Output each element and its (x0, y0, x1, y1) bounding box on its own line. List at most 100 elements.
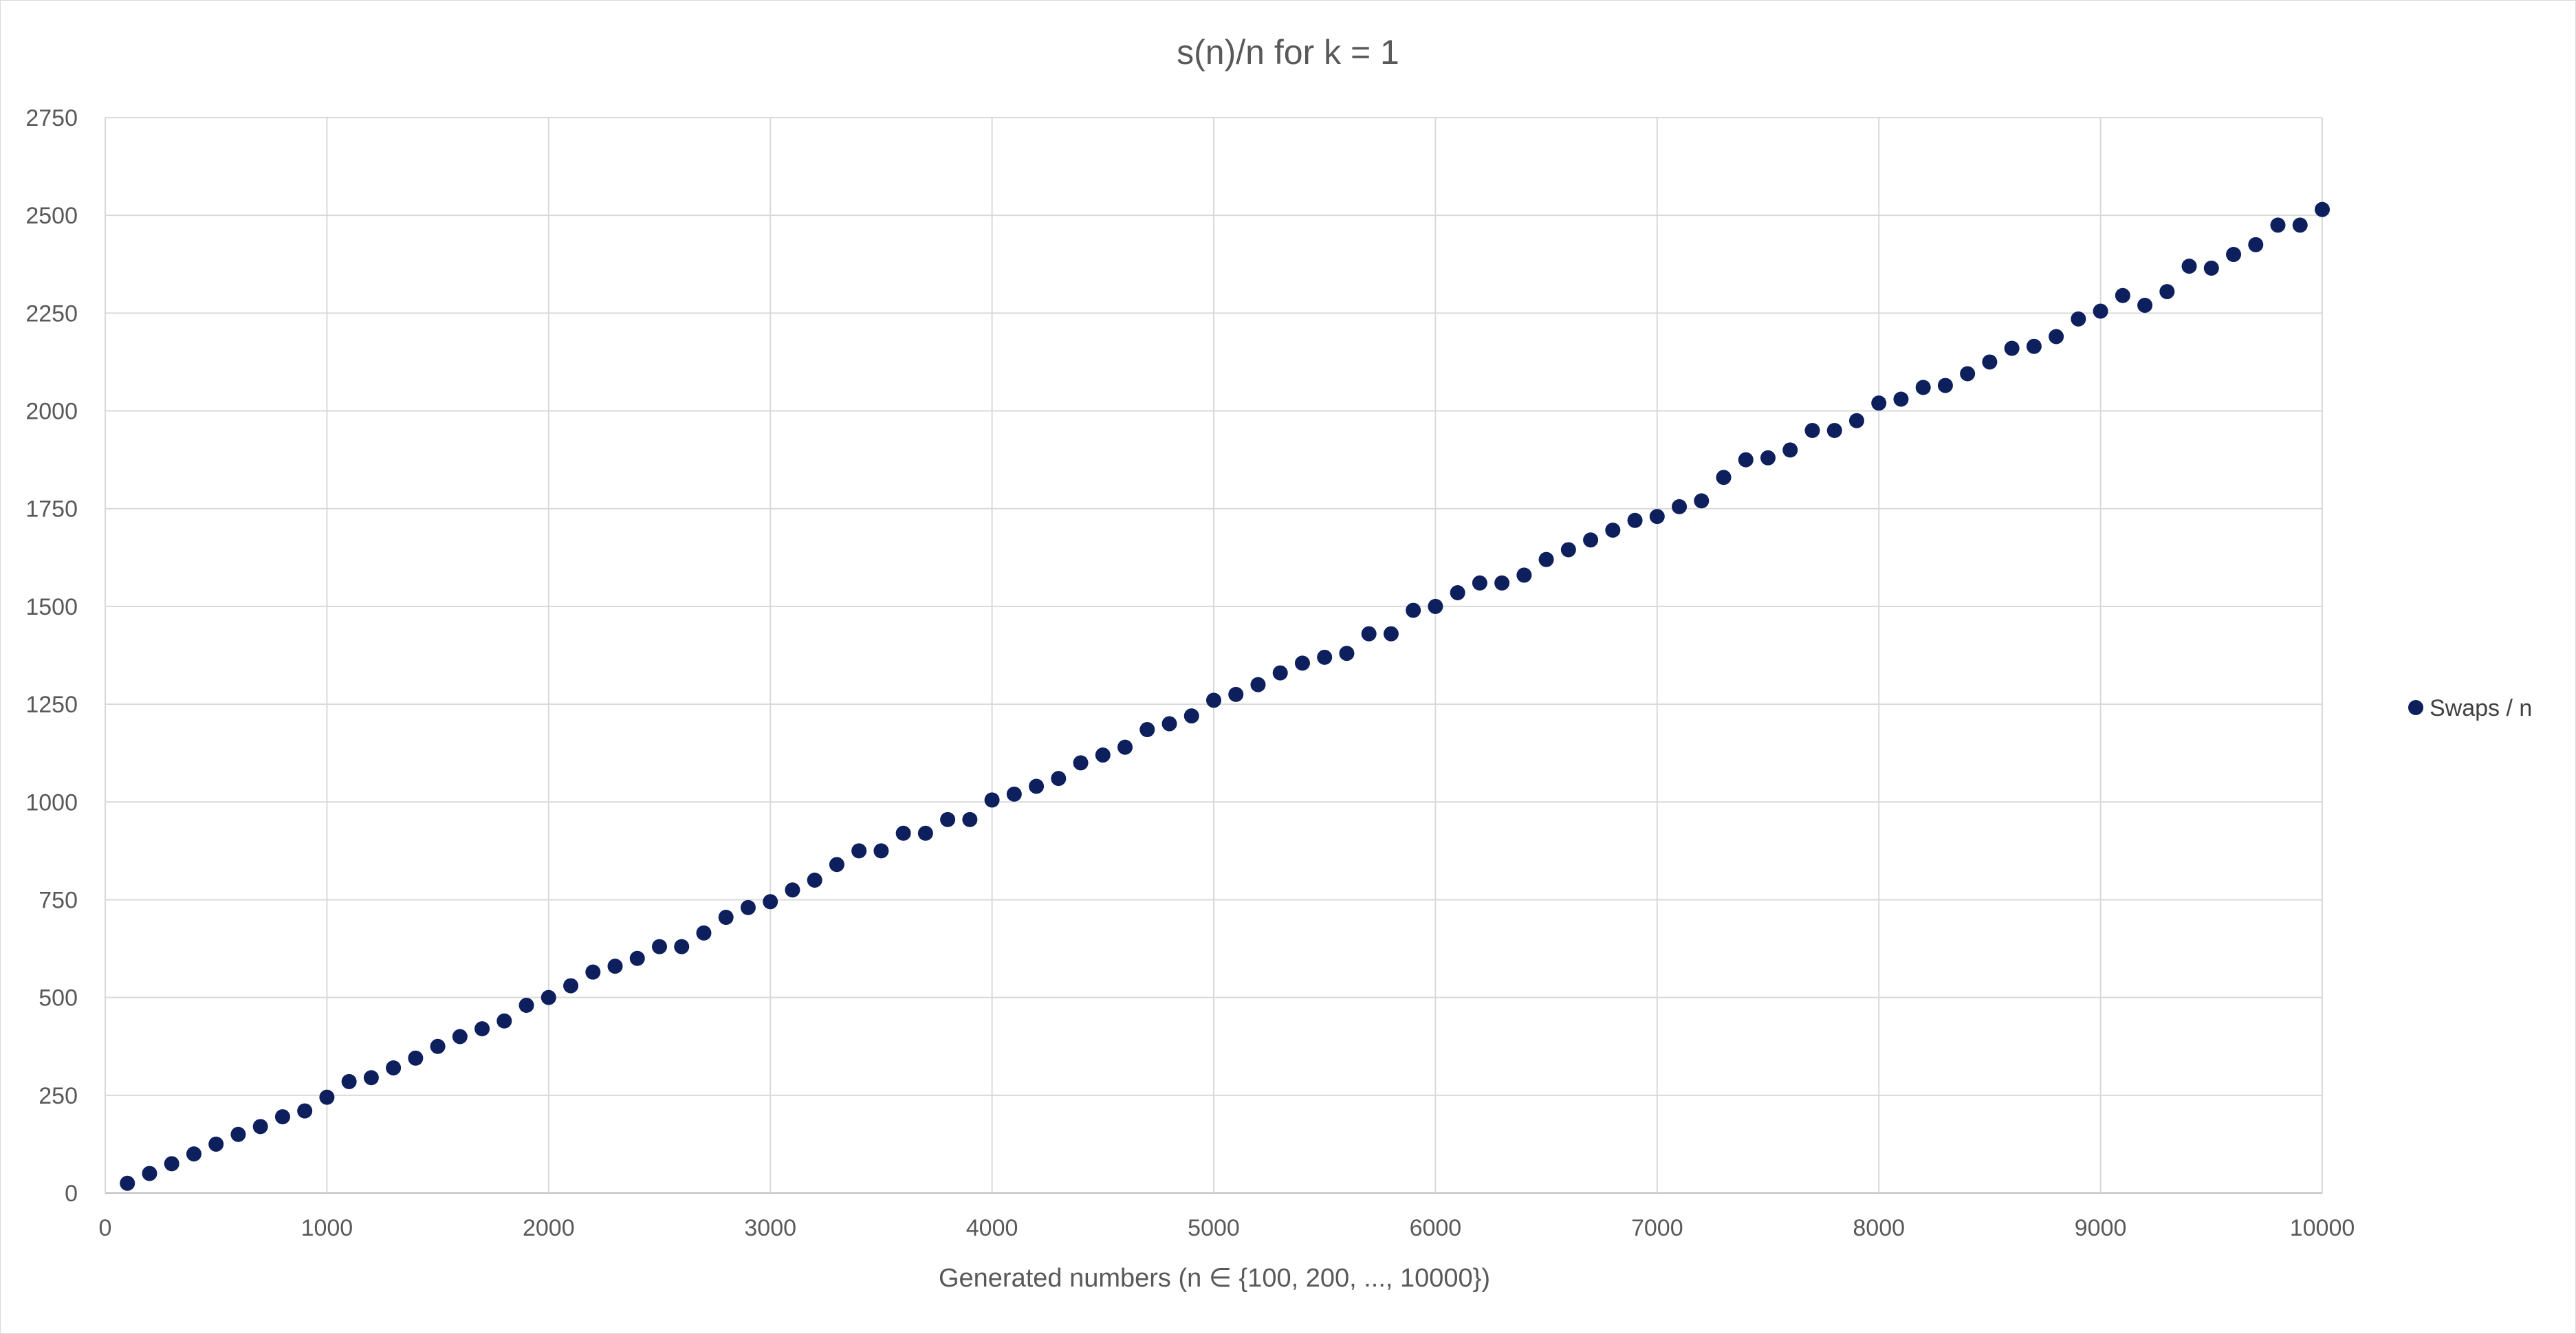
data-point (2315, 201, 2330, 217)
x-tick-label: 4000 (966, 1215, 1018, 1241)
data-point (718, 910, 734, 926)
data-points (120, 201, 2330, 1191)
data-point (208, 1136, 224, 1152)
data-point (1228, 686, 1244, 702)
data-point (1139, 722, 1155, 738)
data-point (474, 1021, 490, 1037)
data-point (1339, 646, 1355, 661)
data-point (1472, 575, 1487, 591)
legend-label: Swaps / n (2430, 695, 2532, 721)
data-point (341, 1073, 357, 1089)
data-point (1183, 708, 1199, 724)
x-tick-label: 9000 (2075, 1215, 2127, 1241)
data-point (1627, 512, 1643, 528)
data-point (386, 1060, 402, 1076)
y-tick-label: 1500 (25, 594, 78, 620)
data-point (585, 964, 601, 980)
data-point (1494, 575, 1510, 591)
data-point (1383, 626, 1399, 642)
data-point (1538, 551, 1554, 567)
data-point (1117, 739, 1133, 755)
gridlines (105, 117, 2323, 1194)
data-point (1029, 778, 1045, 794)
data-point (917, 825, 933, 841)
data-point (563, 978, 579, 994)
data-point (1649, 509, 1665, 525)
chart-title: s(n)/n for k = 1 (1177, 33, 1399, 72)
x-axis-title: Generated numbers (n ∈ {100, 200, ..., 1… (939, 1264, 1490, 1293)
data-point (274, 1109, 290, 1125)
data-point (1738, 452, 1754, 468)
x-tick-label: 8000 (1853, 1215, 1905, 1241)
data-point (1937, 378, 1953, 393)
data-point (2181, 259, 2197, 274)
data-point (408, 1050, 424, 1066)
data-point (1583, 532, 1599, 548)
data-point (851, 843, 867, 859)
data-point (629, 950, 645, 966)
data-point (1826, 422, 1842, 438)
data-point (740, 899, 756, 915)
data-point (186, 1146, 201, 1162)
data-point (1006, 786, 1022, 802)
data-point (1450, 585, 1465, 601)
x-tick-label: 7000 (1631, 1215, 1683, 1241)
data-point (1095, 747, 1111, 763)
data-point (2159, 284, 2175, 300)
y-tick-label: 2500 (25, 203, 78, 229)
data-point (1960, 366, 1976, 382)
y-tick-label: 250 (39, 1083, 78, 1109)
data-point (2226, 247, 2242, 263)
y-tick-label: 2750 (25, 105, 78, 131)
data-point (2093, 303, 2108, 319)
data-point (652, 939, 667, 954)
data-point (1716, 470, 1732, 485)
data-point (297, 1103, 313, 1119)
x-axis-ticks: 0 1000 2000 3000 4000 5000 6000 7000 8000 9000 100… (99, 1215, 2355, 1241)
y-tick-label: 500 (39, 985, 78, 1012)
y-tick-label: 2250 (25, 300, 78, 327)
data-point (1848, 413, 1864, 428)
data-point (2115, 287, 2130, 303)
data-point (1406, 602, 1421, 618)
legend: Swaps / n (2408, 695, 2532, 721)
data-point (1428, 598, 1443, 614)
y-axis-ticks: 0 250 500 750 1000 1250 1500 1750 2000 2250 2500 27… (25, 105, 78, 1207)
data-point (1051, 771, 1067, 787)
data-point (1317, 649, 1333, 665)
data-point (807, 873, 822, 888)
legend-marker (2408, 700, 2423, 715)
data-point (252, 1119, 268, 1135)
y-tick-label: 1250 (25, 692, 78, 718)
x-tick-label: 5000 (1188, 1215, 1240, 1241)
x-tick-label: 1000 (301, 1215, 353, 1241)
data-point (2049, 329, 2064, 345)
data-point (984, 792, 1000, 808)
data-point (1560, 542, 1576, 558)
data-point (1982, 354, 1998, 370)
x-tick-label: 2000 (523, 1215, 575, 1241)
data-point (2248, 237, 2264, 252)
data-point (496, 1013, 512, 1029)
data-point (1516, 567, 1532, 583)
data-point (1871, 395, 1887, 411)
data-point (2203, 260, 2219, 276)
data-point (1206, 692, 1221, 708)
data-point (1694, 493, 1710, 509)
y-tick-label: 1000 (25, 789, 78, 816)
data-point (164, 1156, 179, 1172)
data-point (785, 882, 800, 898)
data-point (2292, 217, 2308, 233)
data-point (763, 894, 778, 910)
data-point (962, 811, 978, 827)
data-point (1804, 422, 1820, 438)
data-point (895, 825, 911, 841)
data-point (1361, 626, 1377, 642)
y-tick-label: 2000 (25, 399, 78, 425)
y-tick-label: 1750 (25, 496, 78, 523)
data-point (230, 1126, 246, 1142)
data-point (873, 843, 889, 859)
x-tick-label: 0 (99, 1215, 112, 1241)
data-point (2026, 338, 2042, 354)
